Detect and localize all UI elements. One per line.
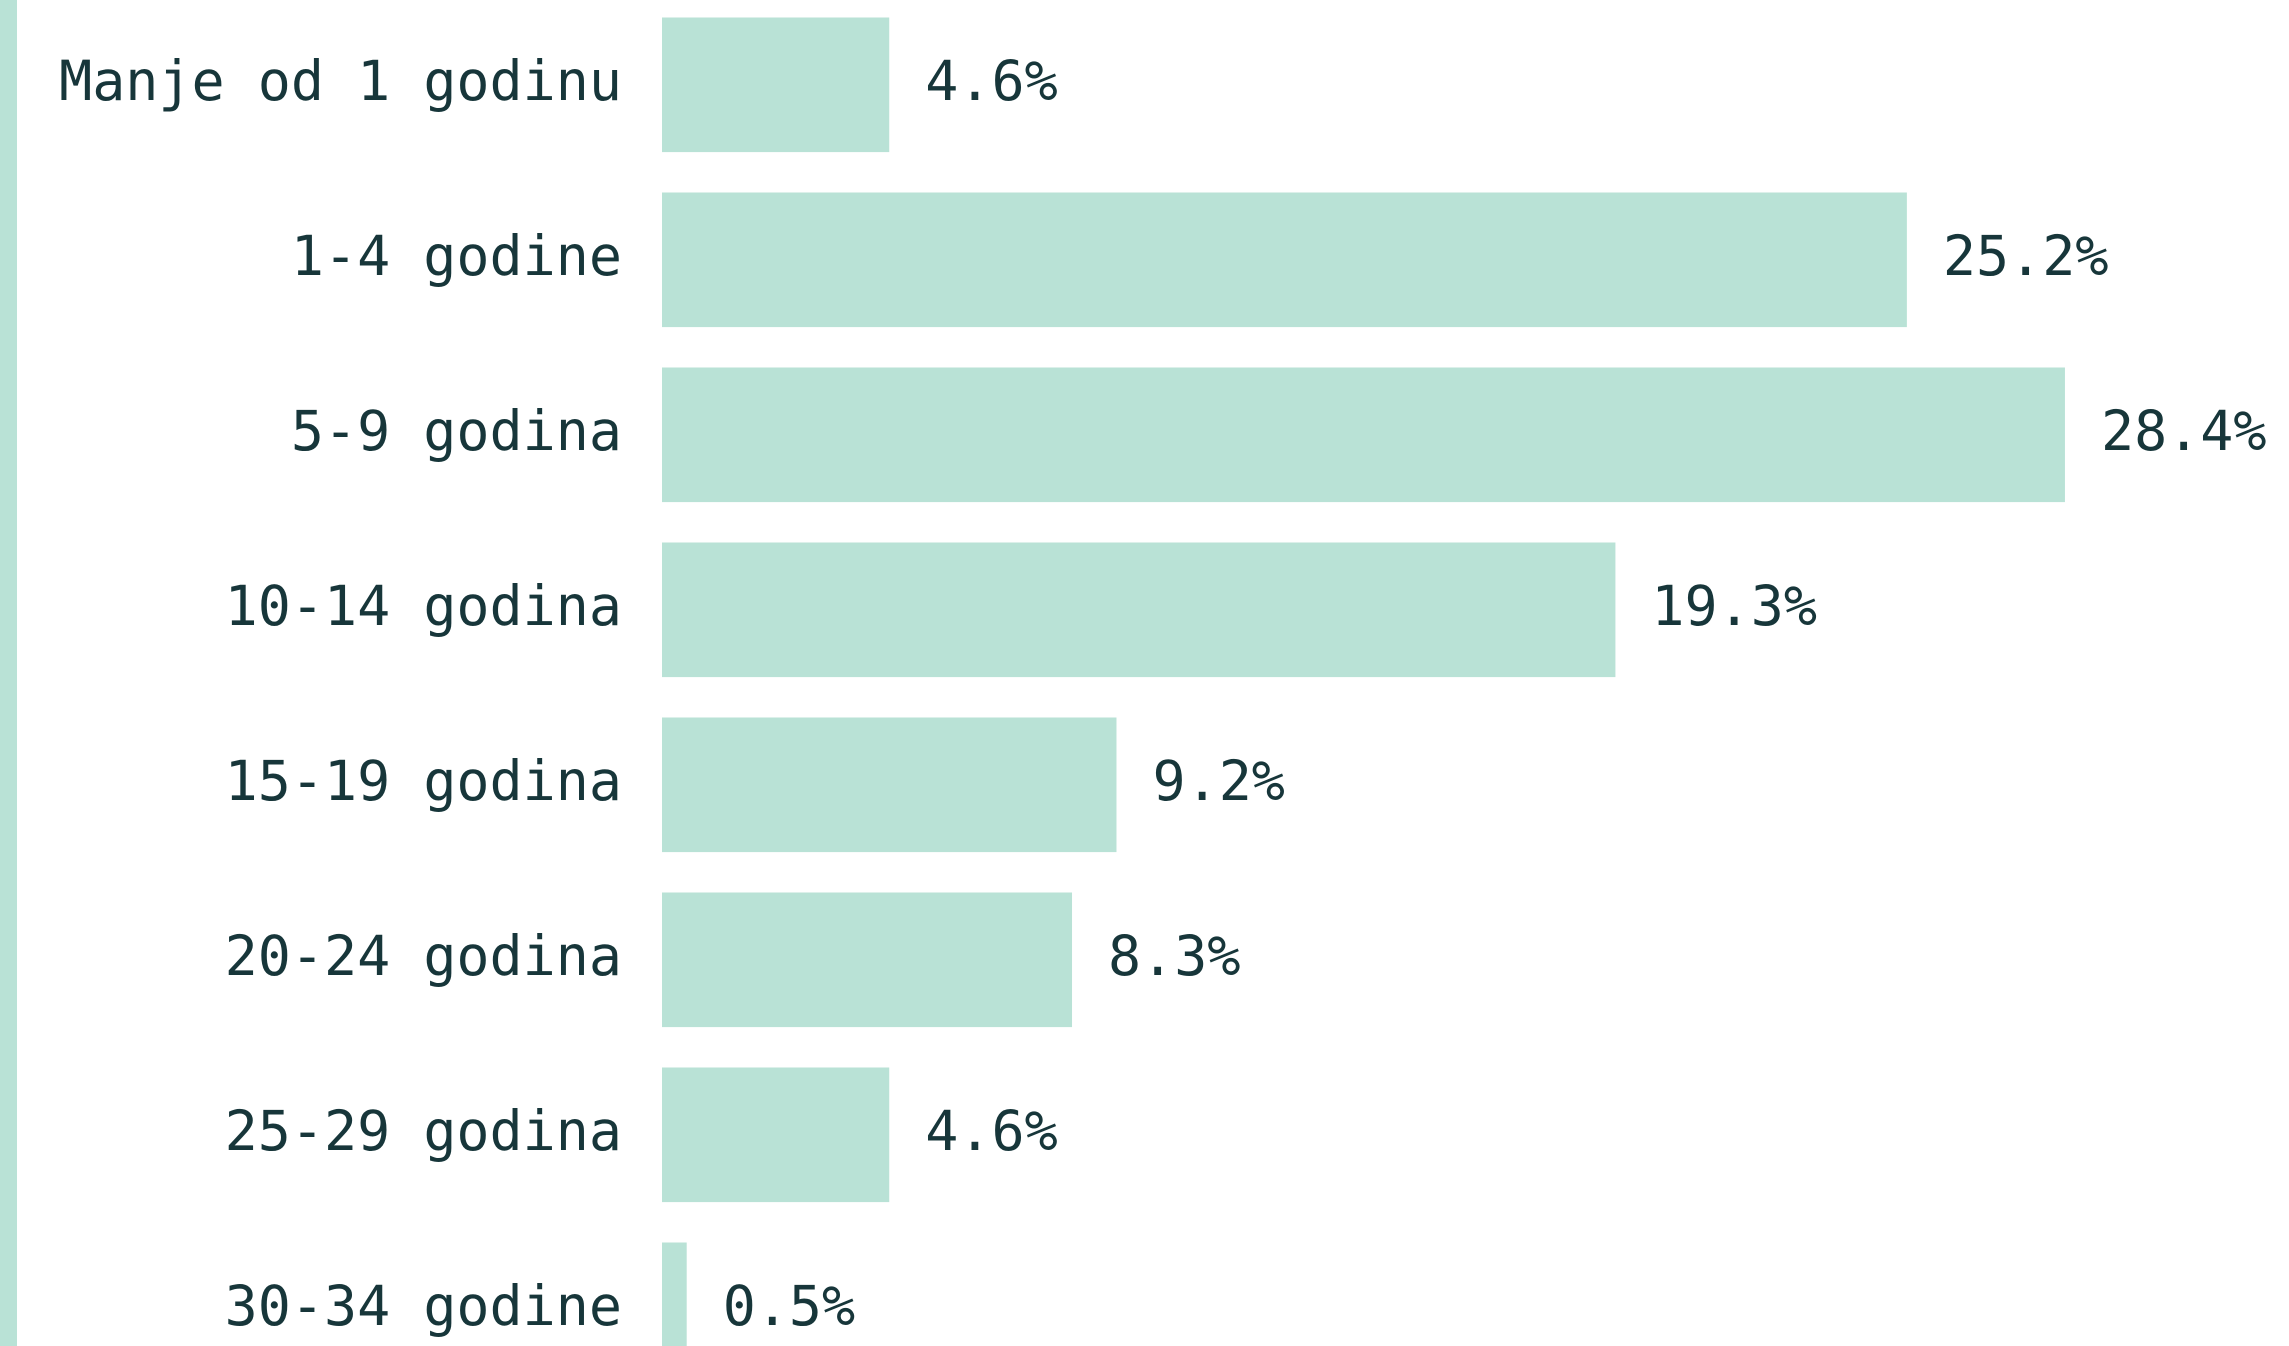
bar bbox=[662, 17, 890, 153]
category-label: 10-14 godina bbox=[225, 574, 622, 638]
category-label: 15-19 godina bbox=[225, 749, 622, 813]
value-label: 28.4% bbox=[2101, 399, 2267, 463]
value-label: 25.2% bbox=[1943, 224, 2109, 288]
bar bbox=[662, 542, 1616, 678]
value-label: 8.3% bbox=[1108, 924, 1240, 988]
bar bbox=[662, 892, 1073, 1028]
category-label: 20-24 godina bbox=[225, 924, 622, 988]
value-label: 4.6% bbox=[925, 49, 1057, 113]
value-label: 4.6% bbox=[925, 1099, 1057, 1163]
category-label: 25-29 godina bbox=[225, 1099, 622, 1163]
category-label: Manje od 1 godinu bbox=[59, 49, 622, 113]
bar bbox=[662, 717, 1117, 853]
value-label: 9.2% bbox=[1152, 749, 1284, 813]
bar bbox=[662, 1242, 687, 1346]
value-label: 19.3% bbox=[1651, 574, 1817, 638]
category-label: 5-9 godina bbox=[291, 399, 622, 463]
category-label: 30-34 godine bbox=[225, 1274, 622, 1338]
bar bbox=[662, 1067, 890, 1203]
bar bbox=[662, 192, 1907, 328]
category-label: 1-4 godine bbox=[291, 224, 622, 288]
value-label: 0.5% bbox=[723, 1274, 855, 1338]
left-border bbox=[0, 0, 17, 1346]
bar bbox=[662, 367, 2065, 503]
